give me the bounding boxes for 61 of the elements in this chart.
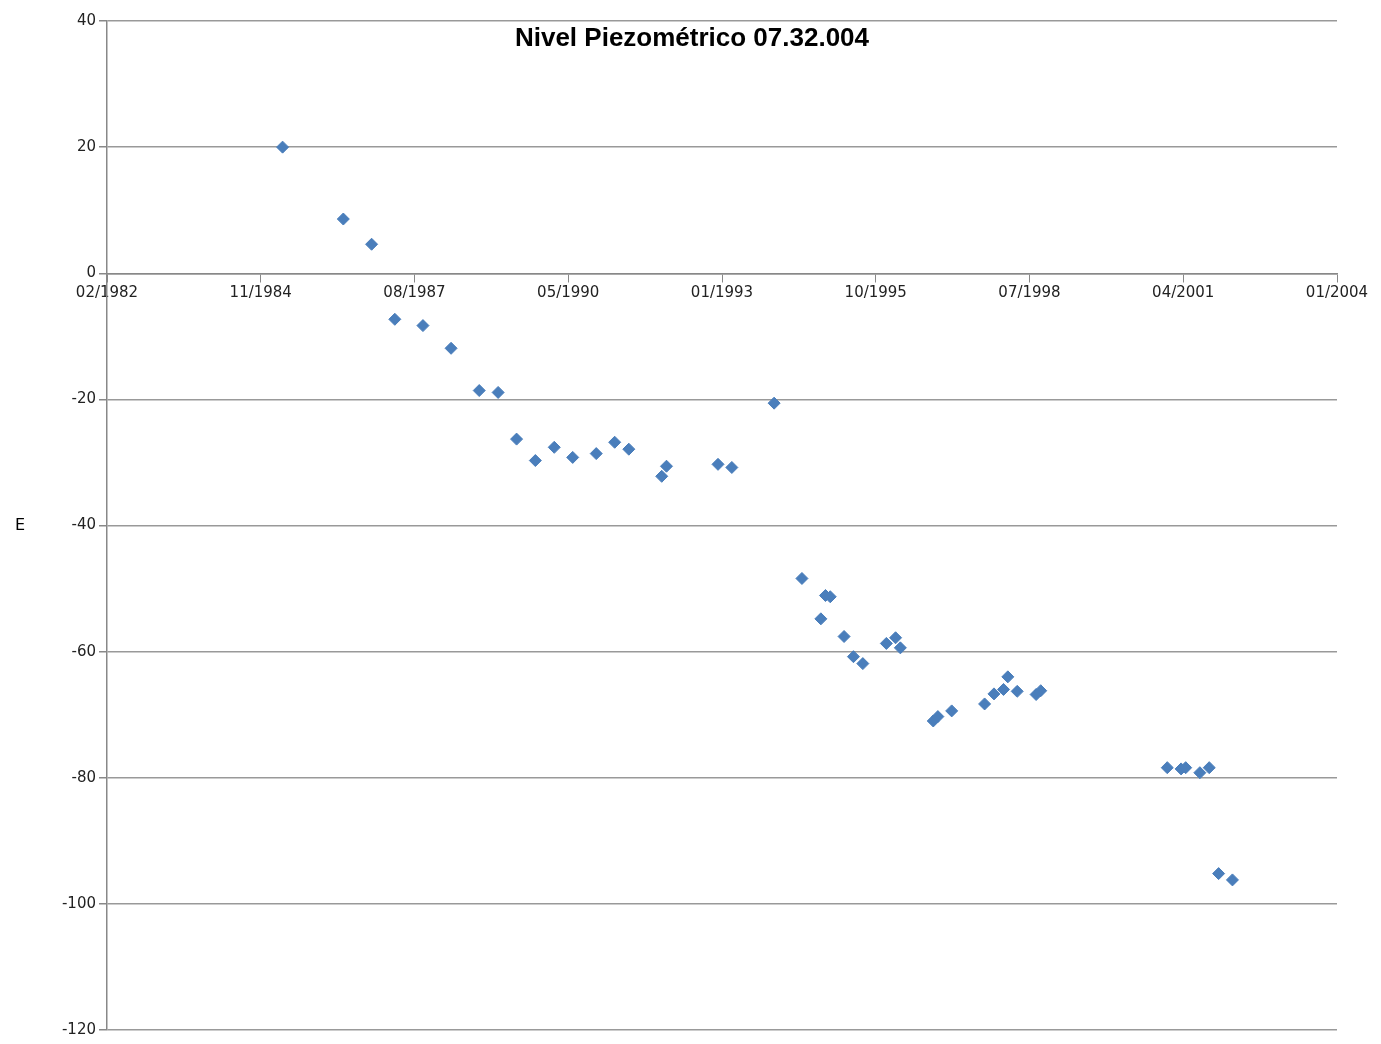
- point: [856, 657, 870, 671]
- y-tick-label: -40: [71, 515, 96, 534]
- point: [655, 469, 669, 483]
- point: [589, 447, 603, 461]
- point: [608, 435, 622, 449]
- point: [510, 432, 524, 446]
- x-tick-label: 01/1993: [690, 283, 754, 302]
- point: [846, 650, 860, 664]
- point: [767, 396, 781, 410]
- point: [566, 450, 580, 464]
- point: [1225, 873, 1239, 887]
- point: [997, 682, 1011, 696]
- point: [276, 140, 290, 154]
- point: [945, 704, 959, 718]
- y-tick-label: 20: [76, 137, 96, 156]
- y-tick-label: -60: [71, 641, 96, 660]
- point: [336, 212, 350, 226]
- point: [491, 385, 505, 399]
- y-tick-label: -100: [61, 893, 96, 912]
- point: [711, 457, 725, 471]
- chart-title: Nivel Piezométrico 07.32.004: [514, 22, 870, 53]
- y-tick-label: 0: [86, 263, 96, 282]
- point: [889, 631, 903, 645]
- point: [837, 629, 851, 643]
- point: [1001, 670, 1015, 684]
- point: [416, 319, 430, 333]
- point: [1202, 761, 1216, 775]
- point: [879, 636, 893, 650]
- x-tick-label: 07/1998: [998, 283, 1061, 302]
- point: [1212, 867, 1226, 881]
- point: [444, 341, 458, 355]
- point: [1193, 766, 1207, 780]
- point: [365, 237, 379, 251]
- x-tick-label: 10/1995: [844, 283, 907, 302]
- point: [528, 454, 542, 468]
- point: [725, 460, 739, 474]
- point: [547, 440, 561, 454]
- point: [931, 710, 945, 724]
- x-tick-label: 08/1987: [383, 283, 446, 302]
- x-tick-label: 04/2001: [1152, 283, 1215, 302]
- point: [660, 459, 673, 473]
- y-tick-label: 40: [76, 10, 96, 29]
- x-tick-label: 01/2004: [1305, 283, 1369, 302]
- point: [472, 384, 486, 398]
- x-tick-label: 02/1982: [75, 283, 139, 302]
- point: [1034, 684, 1048, 698]
- point: [978, 697, 992, 711]
- y-axis-title: E: [14, 514, 26, 534]
- y-tick-label: -120: [61, 1019, 96, 1038]
- point: [795, 571, 809, 585]
- point: [987, 687, 1001, 701]
- point: [1010, 684, 1024, 698]
- point: [622, 442, 636, 456]
- x-tick-label: 05/1990: [537, 283, 600, 302]
- y-tick-label: -80: [71, 767, 96, 786]
- x-tick-label: 11/1984: [229, 283, 292, 302]
- point: [388, 312, 402, 326]
- point: [1160, 761, 1174, 775]
- point: [893, 641, 907, 655]
- point: [814, 612, 828, 626]
- y-tick-label: -20: [71, 389, 96, 408]
